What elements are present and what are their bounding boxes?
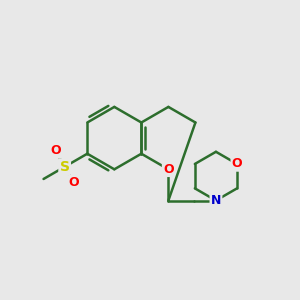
Text: O: O bbox=[232, 158, 242, 170]
Text: O: O bbox=[50, 144, 61, 157]
Text: S: S bbox=[60, 160, 70, 174]
Text: O: O bbox=[69, 176, 79, 189]
Text: N: N bbox=[211, 194, 221, 207]
Text: O: O bbox=[163, 163, 174, 176]
